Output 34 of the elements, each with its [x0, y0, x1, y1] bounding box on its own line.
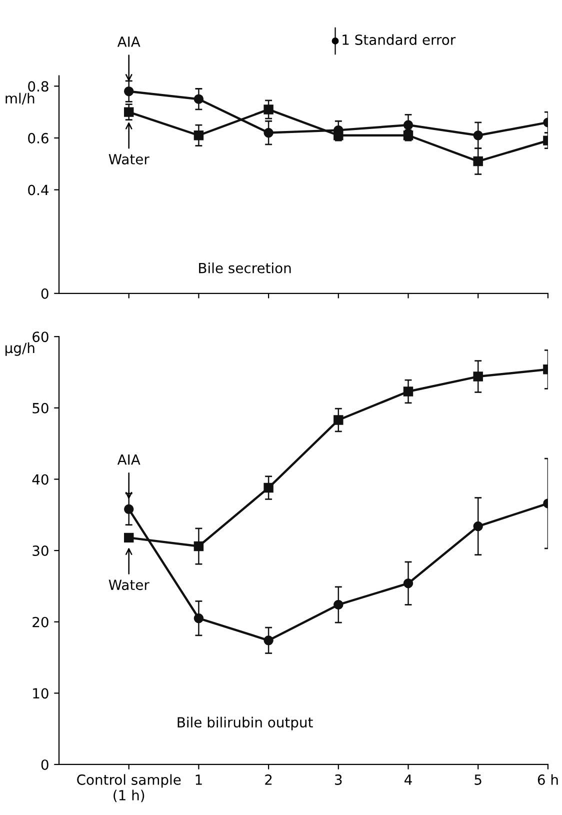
x-tick-label: 6 h	[538, 774, 558, 785]
x-tick-label: 3	[335, 774, 342, 785]
point	[334, 130, 344, 140]
y-axis-title: µg/h	[6, 342, 34, 356]
y-tick-label: 0	[41, 759, 48, 770]
point	[124, 532, 134, 543]
y-tick-label: 20	[32, 616, 48, 628]
y-tick-label: 0.8	[28, 81, 48, 92]
annotation: AIA	[117, 454, 140, 465]
point	[264, 482, 274, 493]
y-tick-label: 30	[32, 546, 48, 556]
x-tick-label: Control sample (1 h)	[77, 774, 181, 802]
annotation: Bile secretion	[199, 262, 291, 274]
x-tick-label: 4	[404, 774, 412, 785]
annotation: Water	[108, 580, 150, 590]
x-tick-label: 5	[474, 774, 482, 785]
y-tick-label: 50	[32, 402, 48, 414]
x-tick-label: 2	[265, 774, 272, 785]
text: 1 Standard error	[342, 34, 456, 46]
point	[473, 156, 483, 166]
annotation: Bile bilirubin output	[178, 716, 313, 730]
point	[334, 415, 344, 425]
y-tick-label: 10	[33, 688, 48, 699]
x-tick-label: 1	[196, 774, 202, 785]
text: AIA	[117, 36, 140, 47]
point	[264, 104, 274, 114]
annotation: Water	[108, 154, 150, 164]
y-axis-title: ml/h	[6, 92, 34, 105]
y-tick-label: 0.6	[28, 132, 48, 144]
y-tick-label: 0	[41, 288, 48, 299]
y-tick-label: 60	[32, 332, 48, 342]
point	[473, 372, 483, 382]
y-tick-label: 0.4	[28, 184, 49, 196]
y-tick-label: 40	[32, 474, 48, 485]
